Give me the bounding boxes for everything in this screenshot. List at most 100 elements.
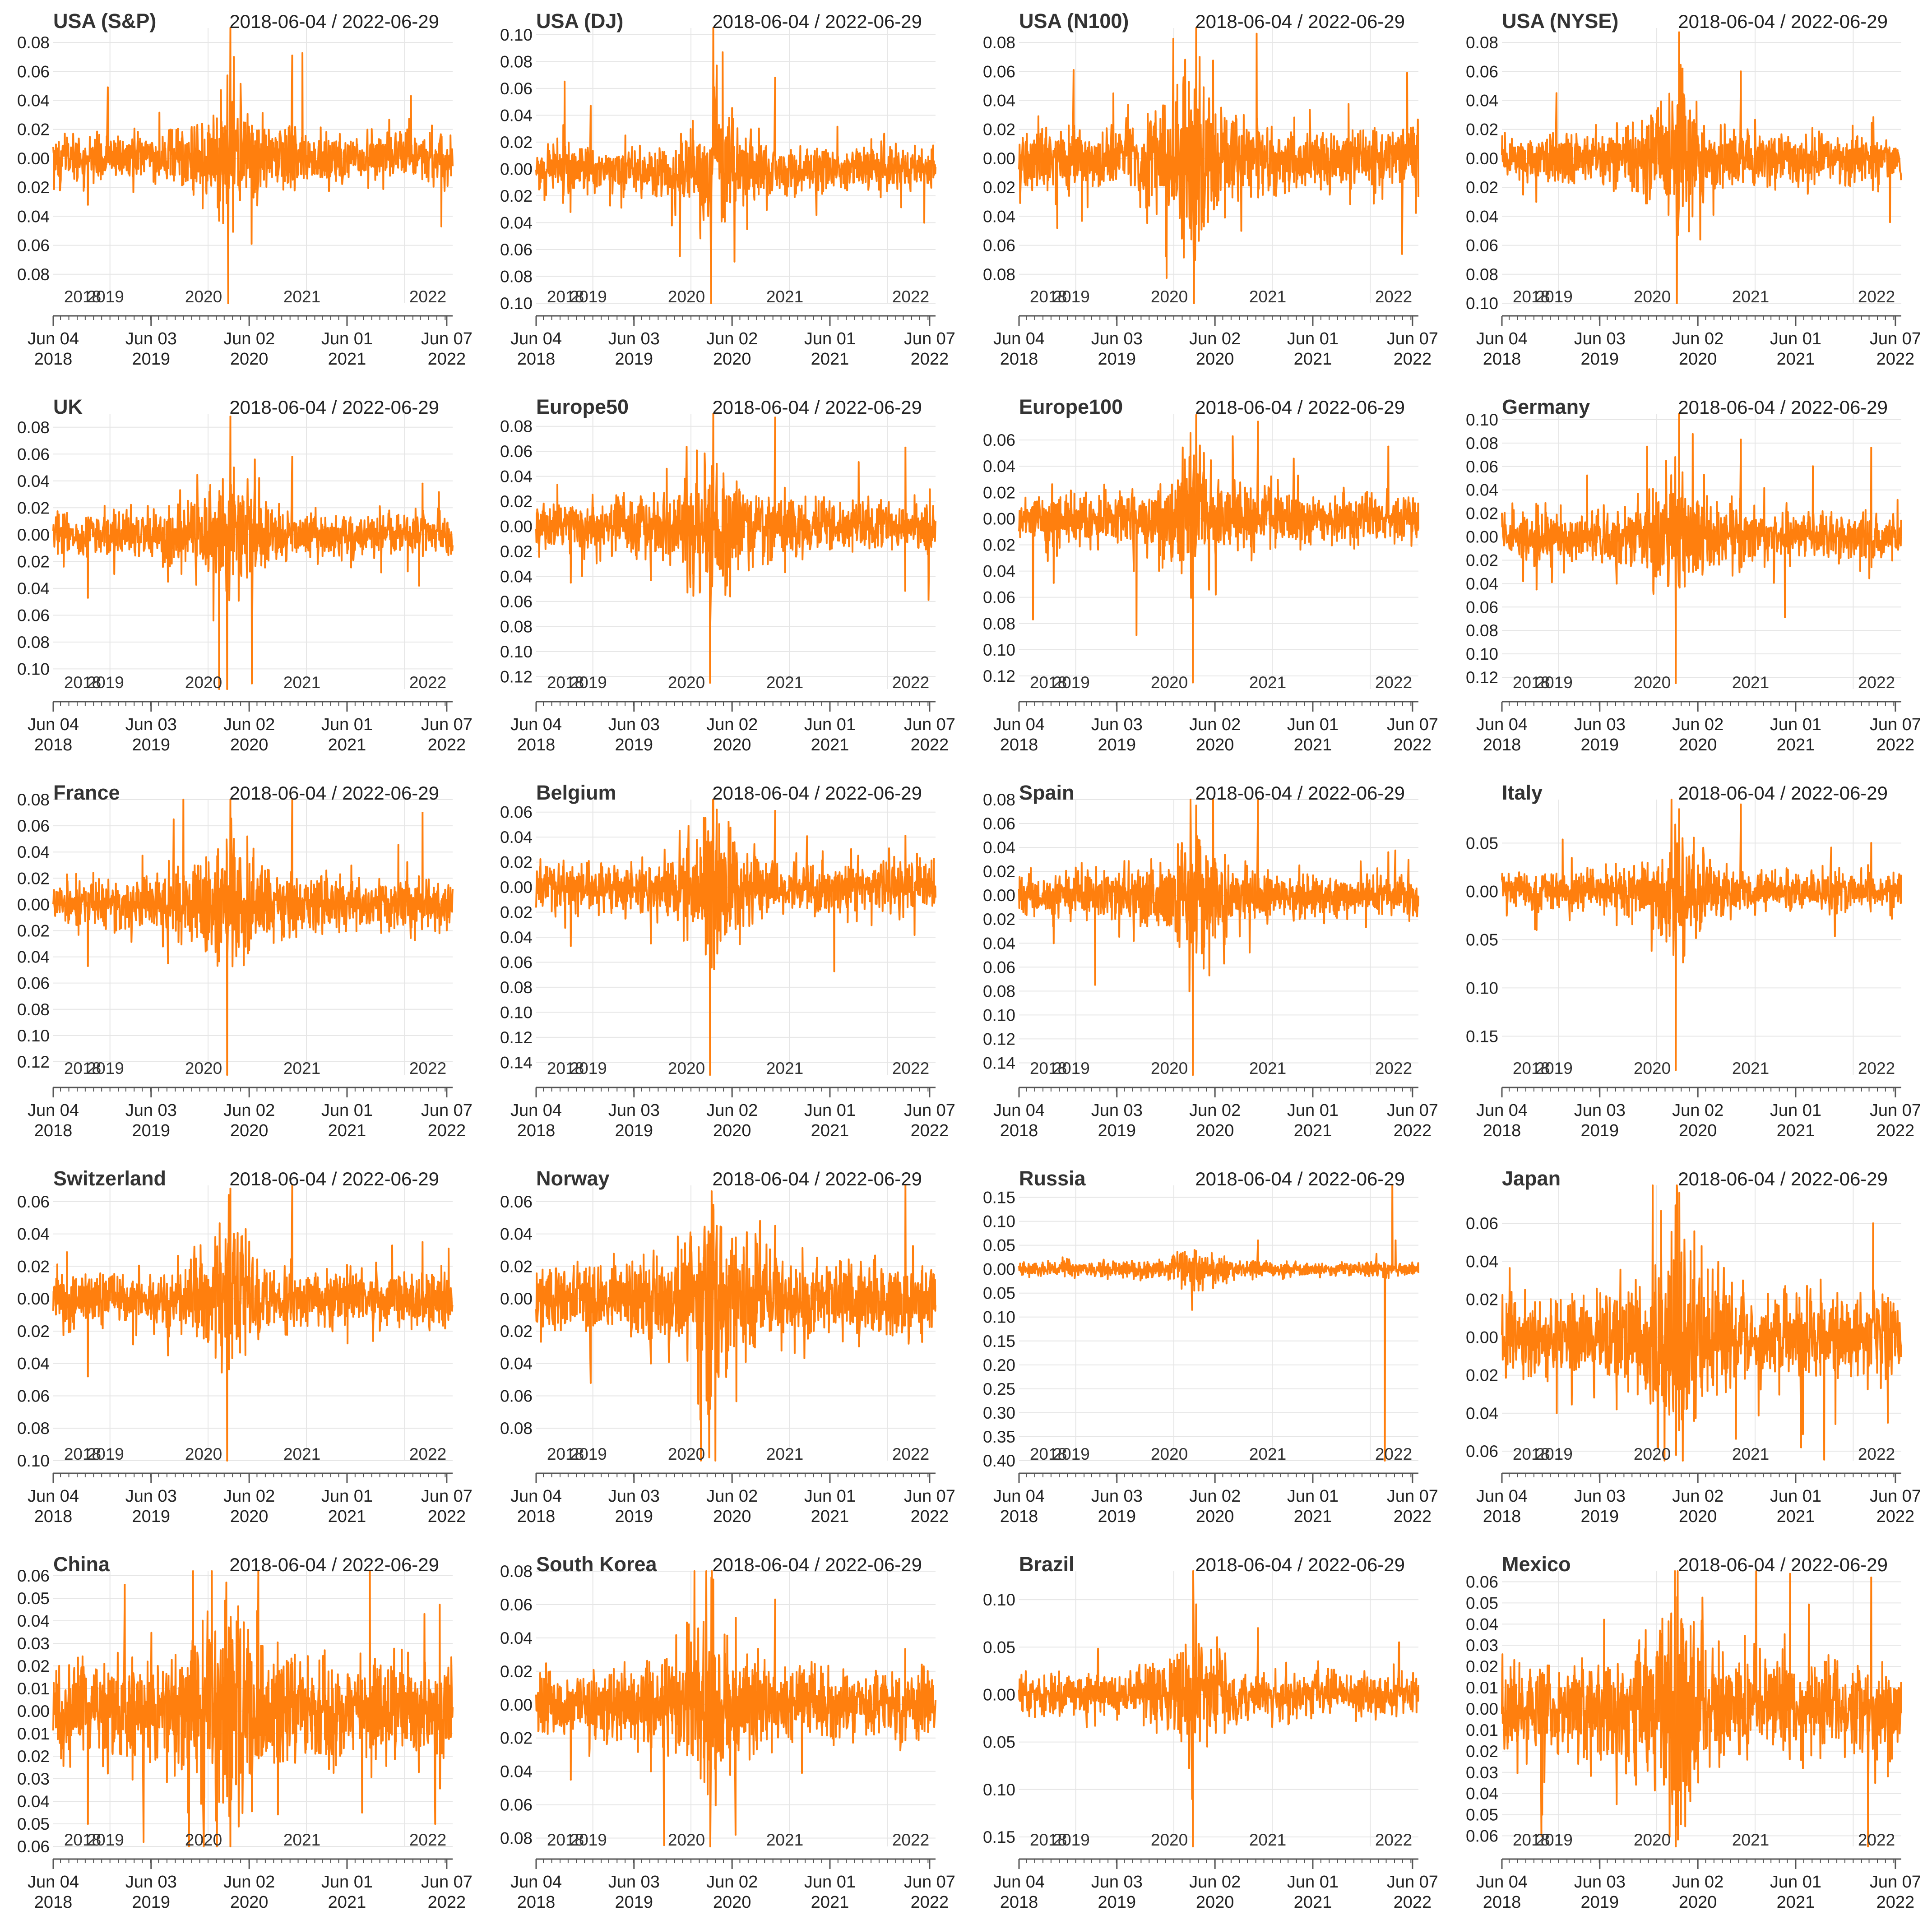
- data-point: [712, 799, 714, 800]
- data-point: [1193, 302, 1195, 304]
- data-point: [712, 27, 714, 29]
- x-tick-label-year: 2022: [911, 1507, 949, 1526]
- year-label: 2019: [87, 1059, 124, 1078]
- data-point: [716, 1225, 718, 1227]
- data-point: [774, 1598, 776, 1601]
- panel-date-range: 2018-06-04 / 2022-06-29: [1195, 1554, 1405, 1575]
- x-tick-label: Jun 04: [1476, 1101, 1528, 1120]
- x-tick-label-year: 2019: [1098, 1893, 1136, 1912]
- year-label: 2021: [283, 1831, 320, 1849]
- data-point: [1682, 67, 1684, 69]
- year-label: 2020: [185, 287, 222, 306]
- series-line: [52, 1570, 454, 1847]
- panel-date-range: 2018-06-04 / 2022-06-29: [712, 1554, 922, 1575]
- x-tick-label: Jun 02: [223, 329, 275, 348]
- y-tick-label: 0.15: [1466, 1027, 1498, 1045]
- x-tick-label: Jun 04: [510, 1873, 562, 1892]
- x-tick-label: Jun 03: [1091, 1487, 1143, 1506]
- x-tick-label: Jun 04: [28, 1487, 79, 1506]
- y-tick-label: 0.10: [500, 26, 533, 44]
- x-tick-label: Jun 04: [1476, 1487, 1528, 1506]
- y-tick-label: 0.05: [983, 1284, 1015, 1303]
- data-point: [1257, 1627, 1259, 1629]
- y-tick-label: 0.08: [1466, 434, 1498, 453]
- x-tick-label: Jun 07: [421, 1873, 473, 1892]
- x-tick-label: Jun 04: [28, 1873, 79, 1892]
- data-point: [1257, 799, 1259, 800]
- data-point: [1870, 447, 1872, 449]
- data-point: [87, 597, 89, 599]
- x-tick-label: Jun 01: [321, 715, 373, 734]
- series-line: [1018, 27, 1419, 304]
- x-tick-label-year: 2021: [1294, 1893, 1332, 1912]
- x-tick-label: Jun 02: [1672, 329, 1724, 348]
- x-tick-label: Jun 02: [1189, 1873, 1241, 1892]
- year-label: 2019: [1536, 1059, 1573, 1078]
- y-tick-label: 0.04: [983, 207, 1015, 226]
- data-point: [733, 260, 736, 263]
- x-tick-label: Jun 07: [1870, 329, 1921, 348]
- y-tick-label: 0.02: [500, 1729, 533, 1748]
- y-tick-label: 0.05: [983, 1638, 1015, 1656]
- x-tick-label-year: 2018: [1000, 1893, 1038, 1912]
- y-tick-label: 0.10: [500, 294, 533, 313]
- x-tick-label: Jun 04: [28, 715, 79, 734]
- x-tick-label: Jun 04: [510, 1101, 562, 1120]
- x-tick-label-year: 2019: [1581, 1893, 1619, 1912]
- data-point: [1535, 201, 1538, 203]
- x-tick-label: Jun 02: [1672, 715, 1724, 734]
- panel-date-range: 2018-06-04 / 2022-06-29: [1678, 1168, 1888, 1189]
- year-label: 2019: [1536, 673, 1573, 692]
- x-tick-label: Jun 04: [993, 1487, 1045, 1506]
- panel-date-range: 2018-06-04 / 2022-06-29: [712, 782, 922, 804]
- y-tick-label: 0.02: [983, 120, 1015, 139]
- series-line: [1018, 1184, 1419, 1462]
- year-label: 2021: [1249, 1831, 1286, 1849]
- data-point: [1675, 1454, 1677, 1456]
- data-point: [410, 95, 412, 97]
- x-tick-label: Jun 02: [1189, 1487, 1241, 1506]
- x-tick-label-year: 2021: [1294, 736, 1332, 754]
- data-point: [774, 1225, 776, 1227]
- y-tick-label: 0.08: [500, 1562, 533, 1581]
- series-line: [1018, 799, 1419, 1076]
- x-tick-label-year: 2022: [1394, 1507, 1432, 1526]
- chart-panel: 0.06 0.04 0.02 0.00 0.02 0.04 0.06 0.08 0.10 0.12…: [500, 781, 955, 1140]
- x-tick-label: Jun 02: [706, 1487, 758, 1506]
- data-point: [1678, 808, 1680, 810]
- x-tick-label: Jun 02: [223, 715, 275, 734]
- y-tick-label: 0.04: [1466, 1785, 1498, 1803]
- x-tick-label-year: 2019: [1581, 736, 1619, 754]
- data-point: [87, 204, 89, 206]
- y-tick-label: 0.05: [17, 1589, 50, 1608]
- year-label: 2018: [1513, 673, 1550, 692]
- panel-date-range: 2018-06-04 / 2022-06-29: [1678, 1554, 1888, 1575]
- data-point: [233, 467, 235, 468]
- data-point: [904, 1184, 907, 1186]
- panel-date-range: 2018-06-04 / 2022-06-29: [1678, 11, 1888, 32]
- year-label: 2022: [1858, 1059, 1895, 1078]
- x-tick-label: Jun 03: [608, 715, 660, 734]
- data-point: [229, 799, 232, 800]
- x-tick-label: Jun 04: [510, 1487, 562, 1506]
- x-tick-label-year: 2020: [713, 1121, 751, 1140]
- y-tick-label: 0.00: [1466, 1328, 1498, 1347]
- year-label: 2018: [1513, 1059, 1550, 1078]
- data-point: [1195, 805, 1197, 807]
- year-label: 2018: [1030, 1831, 1067, 1849]
- year-label: 2022: [409, 287, 446, 306]
- y-tick-label: 0.08: [1466, 265, 1498, 284]
- y-tick-label: 0.10: [983, 1781, 1015, 1799]
- x-tick-label: Jun 01: [1287, 715, 1339, 734]
- x-tick-label: Jun 02: [706, 1101, 758, 1120]
- data-point: [710, 302, 712, 304]
- y-tick-label: 0.04: [17, 1612, 50, 1630]
- data-point: [216, 1846, 218, 1847]
- year-label: 2022: [1375, 1831, 1412, 1849]
- y-tick-label: 0.06: [17, 445, 50, 463]
- y-tick-label: 0.06: [17, 606, 50, 624]
- y-tick-label: 0.04: [500, 928, 533, 947]
- panel-date-range: 2018-06-04 / 2022-06-29: [1195, 782, 1405, 804]
- data-point: [1052, 582, 1055, 584]
